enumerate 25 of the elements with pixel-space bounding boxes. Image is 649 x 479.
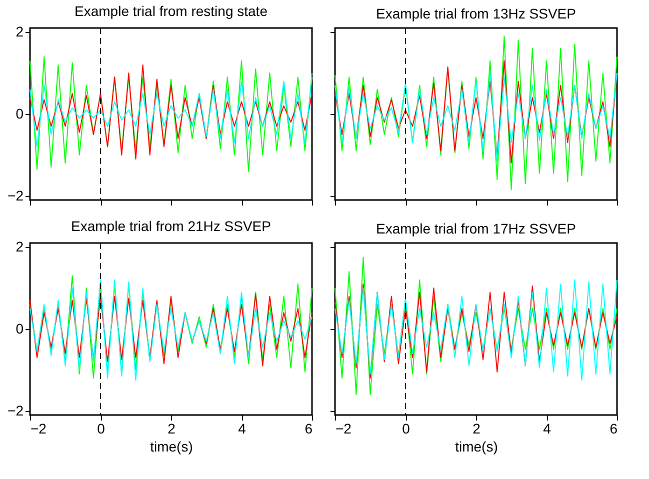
x-tick-label: −2 bbox=[30, 420, 47, 436]
y-tick-label: −2 bbox=[8, 402, 24, 418]
chart-title: Example trial from resting state bbox=[74, 3, 268, 20]
x-axis-title: time(s) bbox=[455, 438, 498, 454]
x-tick-label: 2 bbox=[168, 420, 176, 436]
x-tick-label: 0 bbox=[97, 420, 106, 436]
y-tick-label: −2 bbox=[8, 187, 24, 204]
x-tick-label: 6 bbox=[304, 420, 313, 436]
x-tick-label: 4 bbox=[543, 420, 552, 436]
y-tick-label: 0 bbox=[16, 320, 24, 336]
y-tick-label: 0 bbox=[16, 106, 24, 122]
line-series bbox=[30, 294, 312, 366]
x-tick-label: −2 bbox=[336, 420, 352, 436]
chart-title: Example trial from 13Hz SSVEP bbox=[376, 6, 576, 22]
y-tick-label: 2 bbox=[16, 238, 24, 255]
line-series bbox=[30, 76, 312, 148]
x-tick-label: 4 bbox=[238, 420, 246, 436]
x-axis-title: time(s) bbox=[150, 438, 193, 454]
x-tick-label: 6 bbox=[610, 420, 618, 436]
x-tick-label: 2 bbox=[472, 420, 481, 436]
chart-title: Example trial from 17Hz SSVEP bbox=[376, 220, 576, 236]
y-tick-label: 2 bbox=[16, 24, 24, 40]
line-series bbox=[30, 64, 312, 160]
chart-title: Example trial from 21Hz SSVEP bbox=[71, 218, 271, 234]
x-tick-label: 0 bbox=[402, 420, 410, 436]
